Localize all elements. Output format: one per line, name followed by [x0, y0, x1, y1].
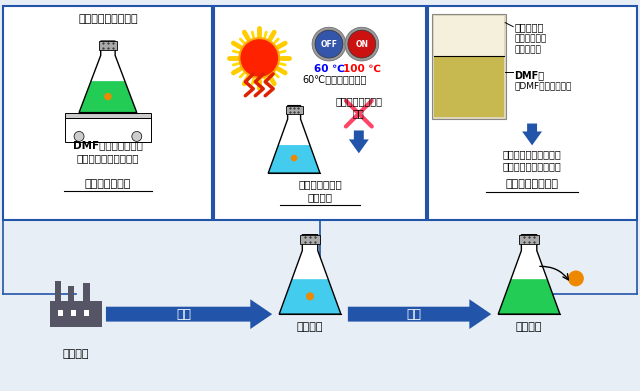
- Bar: [68, 286, 74, 301]
- Text: DMF溶液中での加熱: DMF溶液中での加熱: [73, 140, 143, 151]
- Text: 触媒のコスト削減: 触媒のコスト削減: [506, 179, 559, 189]
- Bar: [83, 283, 90, 301]
- Text: 触媒リサイクルが可能: 触媒リサイクルが可能: [502, 161, 561, 171]
- Polygon shape: [268, 106, 320, 173]
- Text: OFF: OFF: [321, 39, 337, 48]
- Text: 抄出操作により容易に: 抄出操作により容易に: [502, 149, 561, 159]
- Text: 触媒製造: 触媒製造: [63, 349, 90, 359]
- Polygon shape: [498, 279, 560, 314]
- Bar: [55, 282, 61, 301]
- Text: 60 ℃: 60 ℃: [314, 64, 344, 74]
- Bar: [433, 56, 504, 117]
- Text: 過剰反応、副反応: 過剰反応、副反応: [335, 96, 382, 106]
- Text: 反応溶液: 反応溶液: [297, 322, 323, 332]
- Text: 攜拌のみで反応が進行: 攜拌のみで反応が進行: [77, 153, 139, 163]
- Polygon shape: [79, 81, 137, 113]
- Circle shape: [74, 131, 84, 142]
- Bar: [65, 118, 151, 142]
- Circle shape: [291, 155, 298, 161]
- Bar: [84, 310, 89, 316]
- Circle shape: [132, 131, 142, 142]
- Polygon shape: [106, 299, 272, 329]
- Polygon shape: [522, 124, 542, 145]
- Text: ・DMF保護ナノ粒子: ・DMF保護ナノ粒子: [514, 82, 572, 91]
- Circle shape: [306, 292, 314, 300]
- Circle shape: [348, 30, 376, 58]
- Text: ・目的生成物: ・目的生成物: [514, 34, 547, 43]
- Text: ヘキサン層: ヘキサン層: [514, 22, 543, 32]
- Bar: [428, 6, 637, 220]
- Bar: [214, 6, 426, 220]
- Bar: [520, 235, 539, 244]
- Circle shape: [239, 38, 279, 78]
- Text: 輸送: 輸送: [176, 308, 191, 321]
- Circle shape: [315, 30, 343, 58]
- Text: 触媒存在下での: 触媒存在下での: [298, 179, 342, 189]
- Polygon shape: [279, 279, 341, 314]
- Text: 変色: 変色: [353, 109, 365, 118]
- Text: 触媒合成が容易: 触媒合成が容易: [84, 179, 131, 189]
- Polygon shape: [279, 235, 341, 314]
- Circle shape: [568, 271, 584, 286]
- Polygon shape: [79, 41, 137, 113]
- Text: 分離回収: 分離回収: [516, 322, 542, 332]
- Bar: [99, 41, 117, 50]
- Bar: [65, 113, 151, 118]
- Polygon shape: [498, 235, 560, 314]
- Polygon shape: [349, 131, 369, 153]
- Bar: [50, 301, 102, 327]
- Polygon shape: [268, 145, 320, 173]
- Bar: [70, 310, 76, 316]
- Bar: [58, 310, 63, 316]
- Text: 品質保持: 品質保持: [307, 192, 333, 202]
- Circle shape: [312, 27, 346, 61]
- Bar: [3, 6, 212, 220]
- Bar: [285, 106, 303, 114]
- Text: 抄出: 抄出: [406, 308, 422, 321]
- Bar: [433, 16, 504, 56]
- Text: ・副生成物: ・副生成物: [514, 45, 541, 54]
- Text: 100 ℃: 100 ℃: [343, 64, 381, 74]
- Text: ON: ON: [355, 39, 368, 48]
- Polygon shape: [348, 299, 492, 329]
- Text: 酸化鉄ナノ粒子触媒: 酸化鉄ナノ粒子触媒: [78, 14, 138, 24]
- Text: DMF層: DMF層: [514, 70, 544, 80]
- Bar: [300, 235, 320, 244]
- Text: 60℃以下では不活性: 60℃以下では不活性: [303, 74, 367, 84]
- Bar: [431, 14, 506, 118]
- Circle shape: [104, 93, 111, 100]
- Circle shape: [345, 27, 379, 61]
